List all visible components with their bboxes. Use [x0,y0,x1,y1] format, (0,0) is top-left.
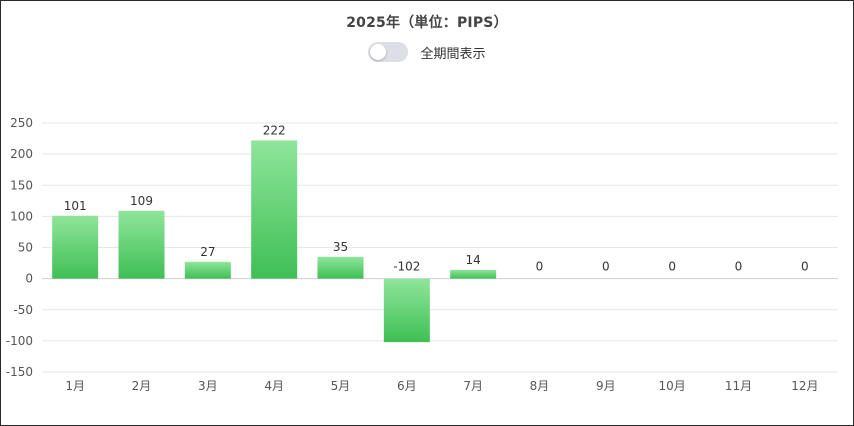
bar-5月[interactable] [317,256,364,279]
x-tick-label: 6月 [397,379,417,393]
grid-lines [42,122,838,373]
x-tick-label: 3月 [198,379,218,393]
data-label: 27 [200,245,215,259]
x-tick-label: 10月 [659,379,686,393]
x-tick-label: 2月 [132,379,152,393]
x-tick-label: 7月 [463,379,483,393]
y-tick-label: -50 [13,303,33,317]
bar-1月[interactable] [52,215,99,279]
x-tick-label: 4月 [264,379,284,393]
show-all-period-label: 全期間表示 [420,46,486,62]
y-tick-label: 50 [18,241,33,255]
x-tick-label: 1月 [65,379,85,393]
x-axis-ticks: 1月 2月 3月 4月 5月 6月 7月 8月 9月 10月 11月 12月 [65,379,818,393]
period-toggle-row: 全期間表示 [0,42,854,62]
data-label: 0 [602,260,610,274]
y-tick-label: 250 [10,116,33,130]
data-label: 0 [668,260,676,274]
data-label: 35 [333,240,348,254]
show-all-period-toggle[interactable] [368,42,409,62]
y-axis-ticks: 250 200 150 100 50 0 -50 -100 -150 [6,116,33,379]
y-tick-label: 100 [10,209,33,223]
data-label: 109 [130,194,153,208]
data-label: 0 [536,260,544,274]
data-label: 14 [466,253,481,267]
toggle-knob [370,44,387,60]
bar-6月[interactable] [383,278,430,343]
data-label: -102 [393,260,420,274]
bars [52,140,497,343]
y-tick-label: 0 [25,272,33,286]
x-tick-label: 9月 [596,379,616,393]
x-tick-label: 12月 [791,379,818,393]
y-tick-label: 200 [10,147,33,161]
data-label: 0 [735,260,743,274]
bar-7月[interactable] [450,269,497,279]
x-tick-label: 11月 [725,379,752,393]
y-tick-label: -100 [6,334,33,348]
x-tick-label: 5月 [331,379,351,393]
data-labels: 101 109 27 222 35 -102 14 0 0 0 0 0 [64,123,809,273]
chart-title: 2025年（単位：PIPS） [346,15,508,31]
data-label: 222 [263,123,286,137]
bar-2月[interactable] [118,210,165,279]
bar-4月[interactable] [251,140,298,279]
bar-3月[interactable] [184,261,231,279]
y-tick-label: 150 [10,178,33,192]
data-label: 101 [64,199,87,213]
data-label: 0 [801,260,809,274]
x-tick-label: 8月 [530,379,550,393]
y-tick-label: -150 [6,365,33,379]
